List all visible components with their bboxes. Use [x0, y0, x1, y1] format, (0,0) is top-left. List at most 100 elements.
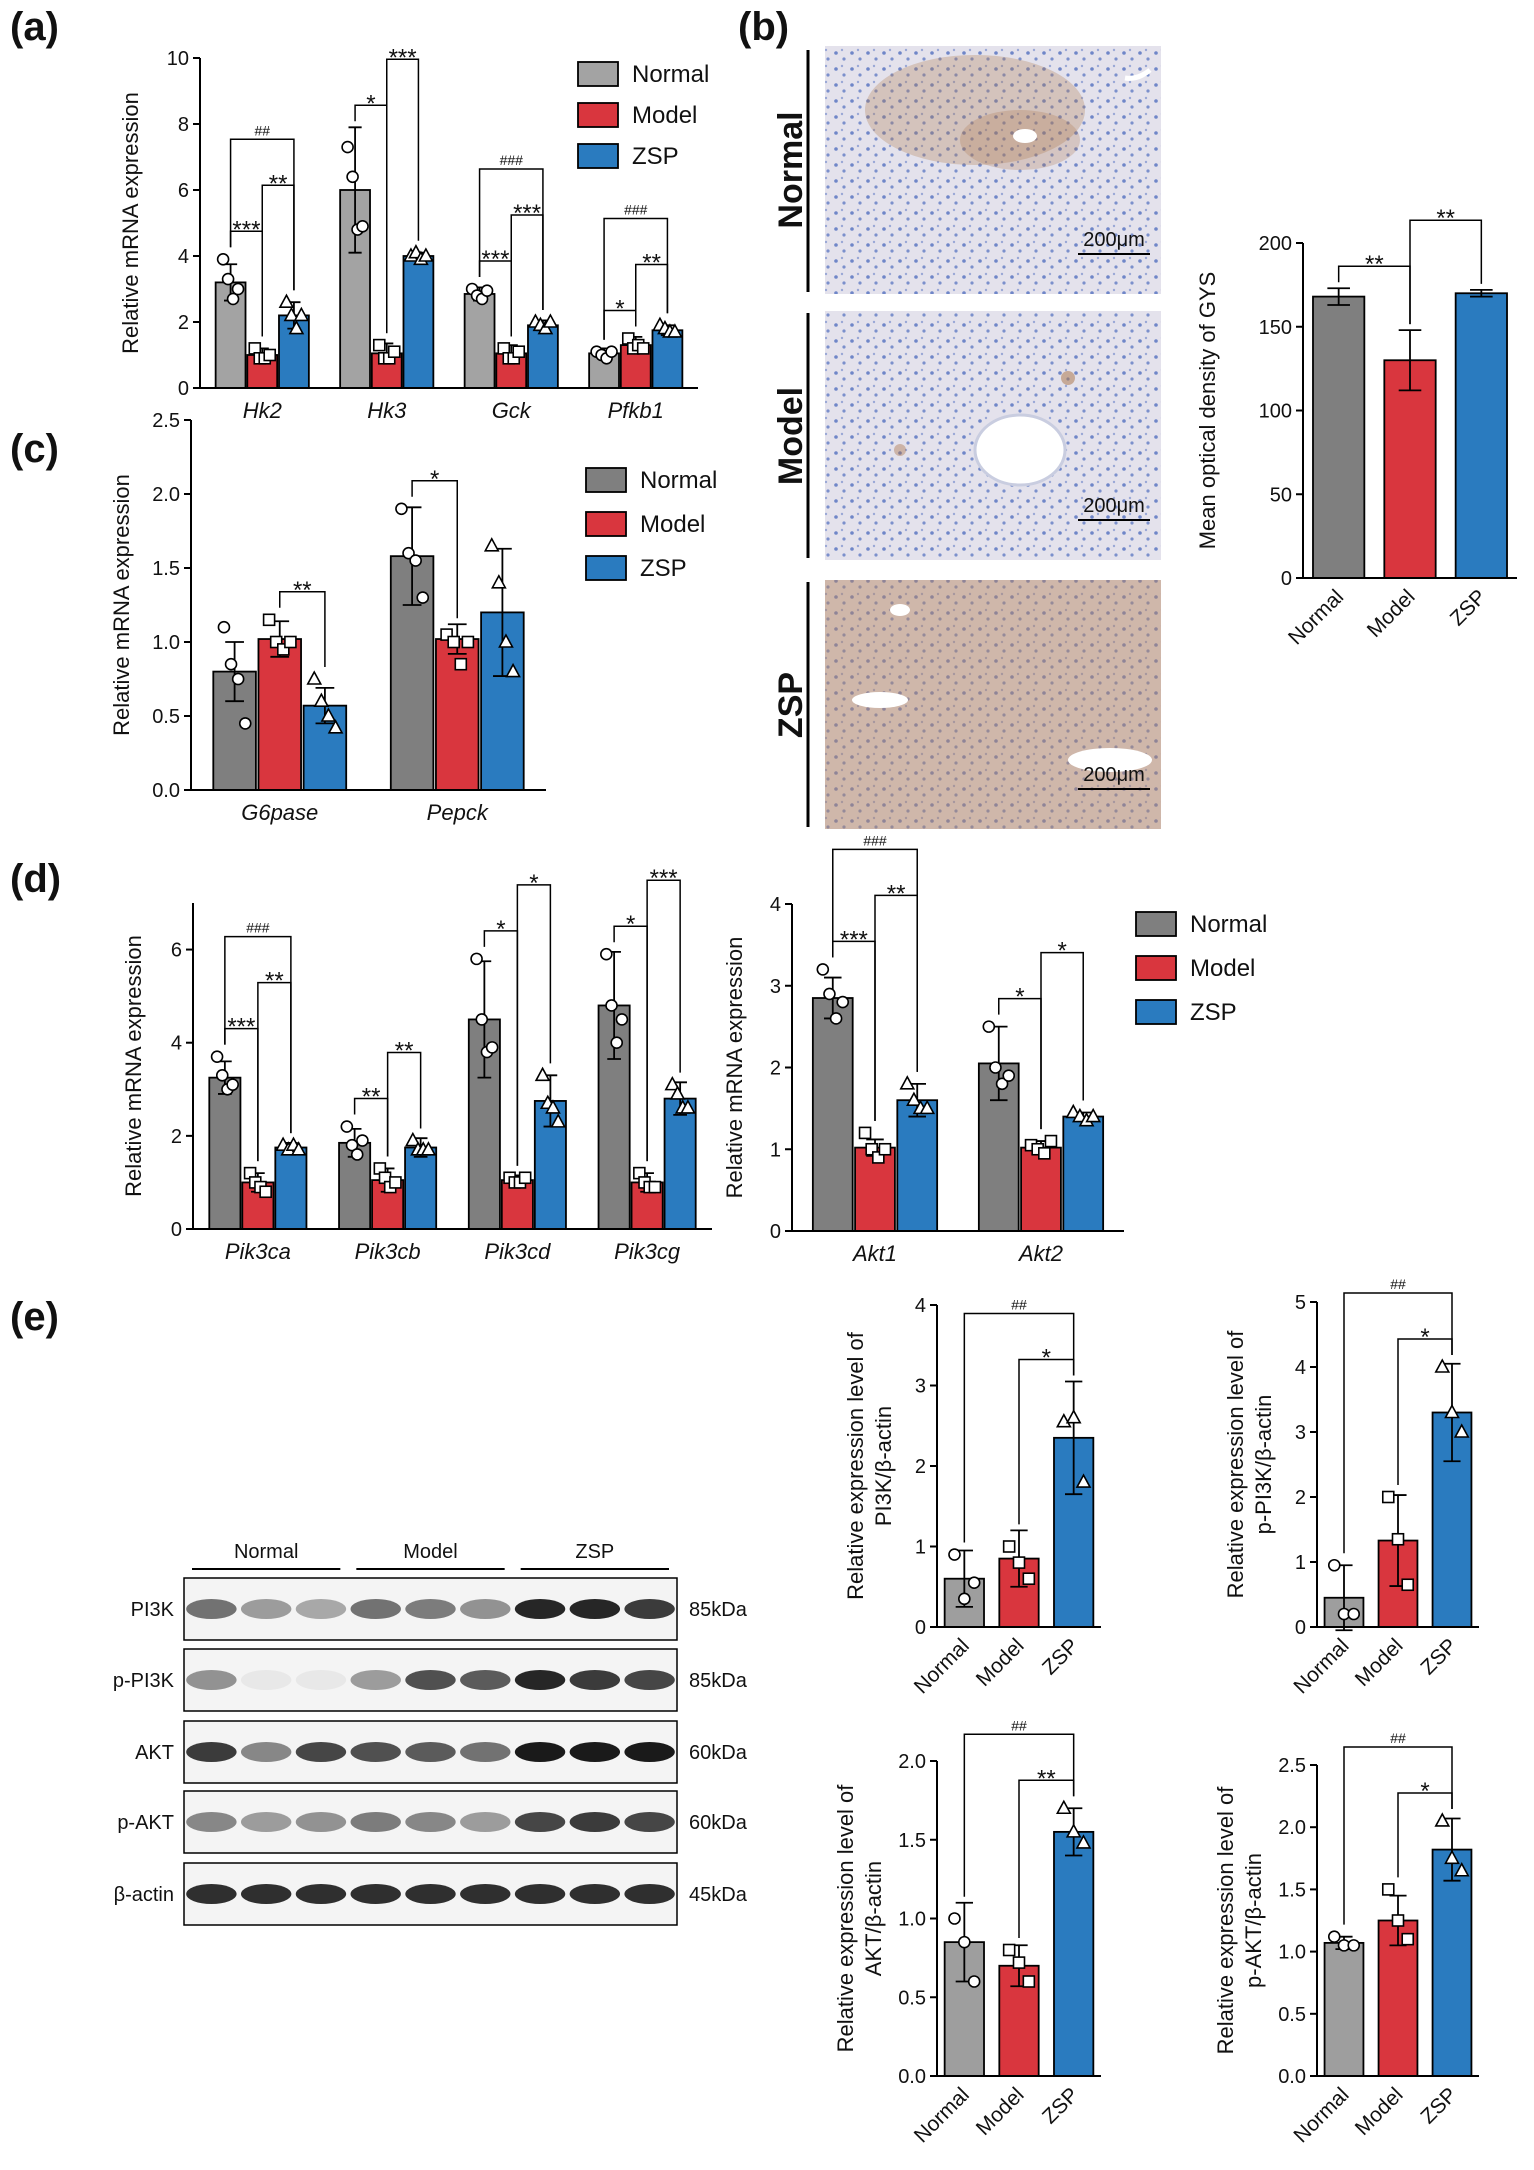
significance-bracket: [229, 138, 295, 291]
point: [1012, 1956, 1026, 1969]
significance-label: ###: [624, 202, 648, 218]
band: [514, 1742, 566, 1762]
y-tick-label: 0.5: [1278, 2004, 1306, 2026]
legend-label: ZSP: [632, 143, 679, 170]
point: [1055, 1799, 1072, 1815]
point: [878, 1142, 892, 1156]
y-tick-label: 5: [1295, 1292, 1306, 1314]
legend-swatch: [585, 467, 627, 493]
significance-bracket: [646, 879, 681, 1162]
significance-bracket: [516, 884, 552, 1166]
y-tick-label: 200: [1259, 233, 1292, 255]
y-axis-label: Mean optical density of GYS: [1195, 272, 1220, 550]
significance-label: ***: [389, 44, 417, 71]
bar: [811, 997, 854, 1232]
y-tick-label: 2.5: [1278, 1755, 1306, 1777]
point: [491, 574, 507, 589]
significance-bracket: [1409, 219, 1483, 325]
significance-bracket: [1343, 1746, 1453, 1925]
point: [1002, 1069, 1016, 1082]
point: [346, 170, 359, 184]
point: [389, 1176, 402, 1189]
bar: [463, 293, 496, 389]
bar: [663, 1097, 697, 1230]
x-tick-label: Pepck: [427, 800, 489, 825]
band: [624, 1742, 675, 1762]
band: [186, 1812, 237, 1832]
significance-label: **: [269, 170, 288, 197]
x-tick-label: Akt1: [851, 1241, 897, 1266]
bar: [527, 324, 559, 389]
y-tick-label: 1: [770, 1139, 781, 1161]
panel-label: (a): [10, 5, 59, 49]
x-tick-label: Pik3cb: [355, 1239, 421, 1264]
point: [669, 1085, 686, 1100]
band: [240, 1599, 292, 1619]
y-tick-label: 8: [178, 114, 189, 136]
y-tick-label: 1.0: [898, 1909, 926, 1931]
point: [1391, 1532, 1405, 1546]
y-tick-label: 0: [915, 1617, 926, 1639]
point: [1453, 1423, 1470, 1438]
point: [387, 345, 401, 359]
point: [350, 1148, 364, 1161]
point: [290, 1141, 307, 1156]
band: [350, 1599, 401, 1619]
point: [948, 1912, 961, 1925]
point: [989, 1061, 1002, 1074]
point: [636, 342, 650, 355]
y-tick-label: 3: [1295, 1422, 1306, 1444]
x-tick-label: Normal: [1284, 585, 1348, 649]
significance-bracket: [386, 1051, 422, 1157]
significance-bracket: [386, 58, 420, 334]
point: [215, 1069, 229, 1082]
point: [216, 252, 230, 266]
point: [470, 952, 483, 966]
y-tick-label: 0: [770, 1221, 781, 1243]
point: [1444, 1403, 1460, 1419]
bar: [402, 255, 435, 389]
y-tick-label: 0: [171, 1219, 182, 1241]
point: [1075, 1834, 1092, 1849]
protein-label: PI3K: [131, 1599, 175, 1621]
point: [418, 247, 434, 262]
point: [262, 613, 276, 627]
point: [313, 692, 330, 708]
point: [542, 313, 559, 328]
x-tick-label: Hk2: [243, 398, 282, 423]
point: [1085, 1107, 1102, 1123]
point: [420, 1141, 437, 1156]
point: [288, 319, 305, 335]
point: [667, 323, 683, 338]
significance-bracket: [224, 935, 292, 1134]
significance-label: ##: [1390, 1730, 1406, 1746]
band: [350, 1812, 401, 1832]
y-tick-label: 2.0: [1278, 1817, 1306, 1839]
point: [217, 620, 231, 634]
x-tick-label: ZSP: [1416, 1634, 1461, 1679]
point: [967, 1576, 981, 1590]
y-tick-label: 1.5: [152, 558, 180, 580]
scale-label: 200μm: [1083, 764, 1145, 786]
x-tick-label: Model: [1351, 1634, 1408, 1691]
y-tick-label: 6: [178, 180, 189, 202]
legend-swatch: [585, 511, 627, 537]
y-tick-label: 2: [1295, 1487, 1306, 1509]
point: [823, 987, 836, 1001]
band: [295, 1599, 347, 1619]
significance-label: *: [1420, 1324, 1429, 1351]
band: [295, 1742, 347, 1762]
significance-label: *: [1015, 984, 1024, 1011]
point: [648, 1180, 662, 1194]
point: [1347, 1939, 1361, 1952]
x-tick-label: Model: [1351, 2083, 1408, 2140]
significance-bracket: [603, 217, 669, 340]
error-bar: [1065, 1380, 1083, 1496]
point: [550, 1113, 567, 1128]
point: [872, 1151, 885, 1164]
x-tick-label: Akt2: [1017, 1241, 1063, 1266]
x-tick-label: Normal: [910, 1634, 974, 1698]
y-tick-label: 2: [171, 1126, 182, 1148]
bar: [1454, 292, 1508, 579]
